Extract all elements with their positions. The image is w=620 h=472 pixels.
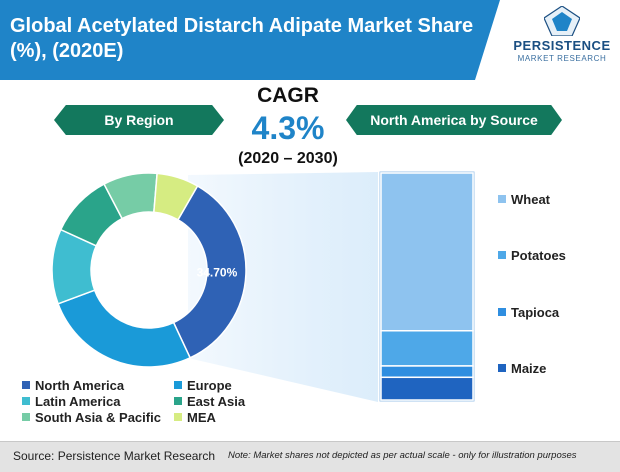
legend-swatch — [174, 381, 182, 389]
legend-label: South Asia & Pacific — [35, 410, 161, 425]
legend-label: Europe — [187, 378, 232, 393]
donut-chart: 34.70% — [51, 172, 247, 368]
legend-swatch — [174, 397, 182, 405]
footer-note: Note: Market shares not depicted as per … — [228, 450, 577, 461]
stacked-bar-chart — [379, 171, 475, 402]
legend-swatch — [22, 381, 30, 389]
stacked-bar-frame — [379, 171, 475, 402]
stacked-bar-segment-potatoes — [380, 330, 474, 367]
stacked-bar-segment-tapioca — [380, 365, 474, 379]
legend-swatch — [498, 364, 506, 372]
legend-label: North America — [35, 378, 125, 393]
legend-label: MEA — [187, 410, 216, 425]
north-america-by-source-banner: North America by Source — [346, 105, 562, 135]
source-legend-item-tapioca: Tapioca — [498, 305, 559, 320]
legend-label: East Asia — [187, 394, 246, 409]
logo: PERSISTENCE MARKET RESEARCH — [506, 6, 618, 76]
legend-label: Latin America — [35, 394, 121, 409]
legend-item-latin-america: Latin America — [22, 394, 121, 409]
source-legend-item-maize: Maize — [498, 361, 546, 376]
legend-swatch — [498, 308, 506, 316]
legend-swatch — [22, 397, 30, 405]
logo-name: PERSISTENCE — [513, 38, 611, 53]
cagr-period: (2020 – 2030) — [238, 150, 338, 167]
donut-data-label-north-america: 34.70% — [197, 266, 238, 280]
cagr-value: 4.3% — [251, 110, 325, 146]
legend-item-east-asia: East Asia — [174, 394, 245, 409]
legend-label: Potatoes — [511, 248, 566, 263]
legend-swatch — [498, 195, 506, 203]
legend-label: Maize — [511, 361, 547, 376]
stacked-bar-segment-wheat — [380, 172, 474, 332]
legend-swatch — [498, 251, 506, 259]
logo-subtitle: MARKET RESEARCH — [517, 54, 607, 63]
by-region-banner: By Region — [54, 105, 224, 135]
legend-label: Tapioca — [511, 305, 560, 320]
donut-slice-europe — [57, 289, 192, 368]
legend-swatch — [22, 413, 30, 421]
footer: Source: Persistence Market Research Note… — [0, 441, 620, 472]
source-legend-item-potatoes: Potatoes — [498, 248, 566, 263]
legend-label: Wheat — [511, 192, 550, 207]
legend-item-north-america: North America — [22, 378, 124, 393]
header-band — [0, 0, 500, 80]
legend-item-europe: Europe — [174, 378, 232, 393]
logo-mark-icon — [544, 6, 580, 36]
footer-source: Source: Persistence Market Research — [13, 449, 216, 463]
donut-slice-north-america — [172, 184, 247, 359]
source-legend-item-wheat: Wheat — [498, 192, 550, 207]
legend-swatch — [174, 413, 182, 421]
page-title: Global Acetylated Distarch Adipate Marke… — [10, 15, 474, 62]
donut-slice-mea — [153, 172, 199, 221]
legend-item-south-asia-and-pacific: South Asia & Pacific — [22, 410, 161, 425]
stacked-bar-segment-maize — [380, 376, 474, 401]
cagr-label: CAGR — [257, 84, 319, 107]
legend-item-mea: MEA — [174, 410, 216, 425]
